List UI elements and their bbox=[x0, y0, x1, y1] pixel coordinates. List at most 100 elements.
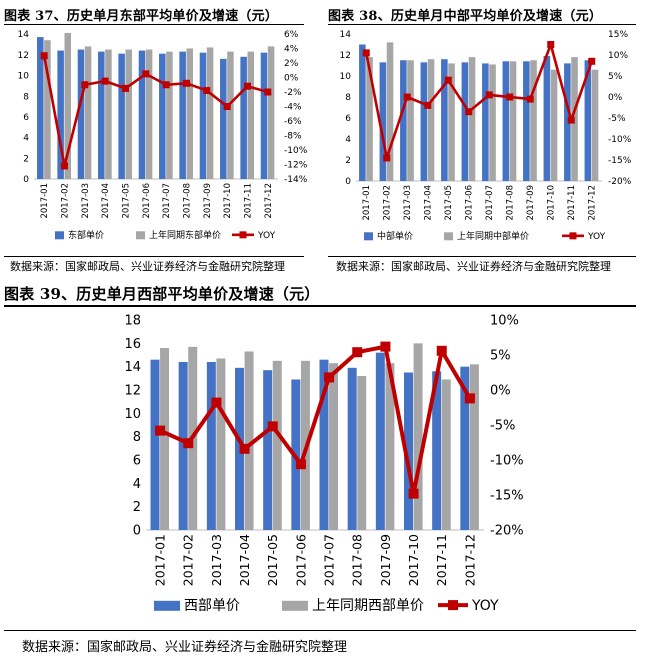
yoy-point bbox=[464, 393, 475, 404]
yoy-point bbox=[264, 88, 272, 96]
bar-current bbox=[404, 372, 413, 530]
x-tick-label: 2017-03 bbox=[209, 534, 224, 586]
bar-prev-year bbox=[489, 64, 496, 181]
figure-38-source-rule bbox=[328, 256, 636, 257]
x-tick-label: 2017-05 bbox=[265, 534, 280, 586]
bar-prev-year bbox=[244, 351, 254, 530]
legend-label: 上年同期东部单价 bbox=[149, 229, 221, 241]
x-tick-label: 2017-07 bbox=[162, 183, 172, 219]
figure-39-source: 数据来源：国家邮政局、兴业证券经济与金融研究院整理 bbox=[22, 640, 348, 655]
bar-prev-year bbox=[206, 47, 214, 180]
bar-prev-year bbox=[160, 348, 170, 530]
yoy-line bbox=[364, 43, 593, 160]
bar-prev-year bbox=[591, 69, 599, 181]
y-tick-label: 6 bbox=[345, 114, 351, 124]
figure-38-title-rule bbox=[328, 24, 636, 25]
y2-tick-label: -8% bbox=[284, 132, 302, 142]
yoy-point bbox=[122, 84, 129, 92]
bar-prev-year bbox=[125, 49, 133, 179]
bar-current bbox=[379, 62, 387, 181]
bar-current bbox=[584, 60, 592, 181]
legend-marker bbox=[239, 231, 247, 239]
yoy-point bbox=[203, 87, 211, 95]
yoy-point bbox=[383, 154, 391, 162]
bar-current bbox=[263, 370, 273, 530]
y2-tick-label: -5% bbox=[490, 419, 515, 434]
legend-swatch bbox=[136, 231, 145, 240]
legend-marker bbox=[569, 232, 577, 240]
bar-current bbox=[564, 63, 571, 181]
x-tick-label: 2017-10 bbox=[547, 185, 557, 221]
bar-prev-year bbox=[385, 363, 395, 530]
y2-tick-label: 0% bbox=[608, 93, 623, 103]
y-tick-label: 2 bbox=[23, 154, 29, 164]
yoy-point bbox=[506, 93, 514, 101]
x-tick-label: 2017-04 bbox=[101, 183, 111, 219]
yoy-point bbox=[485, 91, 493, 99]
bar-current bbox=[375, 352, 385, 530]
bar-prev-year bbox=[550, 69, 558, 181]
x-tick-label: 2017-03 bbox=[81, 183, 91, 219]
legend-swatch bbox=[444, 232, 453, 241]
yoy-point bbox=[526, 95, 534, 103]
yoy-point bbox=[183, 79, 190, 87]
y2-tick-label: -20% bbox=[490, 524, 524, 539]
figure-37-title: 图表 37、历史单月东部平均单价及增速（元） bbox=[4, 9, 279, 24]
x-tick-label: 2017-11 bbox=[434, 534, 449, 586]
yoy-point bbox=[183, 438, 194, 449]
x-tick-label: 2017-06 bbox=[142, 183, 152, 219]
yoy-point bbox=[444, 76, 452, 84]
bar-current bbox=[138, 50, 146, 179]
figure-38-source: 数据来源：国家邮政局、兴业证券经济与金融研究院整理 bbox=[336, 260, 611, 273]
x-tick-label: 2017-06 bbox=[465, 185, 475, 221]
y-tick-label: 0 bbox=[133, 524, 141, 539]
yoy-point bbox=[295, 459, 306, 470]
yoy-point bbox=[40, 52, 48, 60]
bar-current bbox=[57, 50, 64, 179]
yoy-point bbox=[408, 488, 419, 499]
bar-current bbox=[502, 61, 510, 181]
yoy-point bbox=[223, 103, 231, 110]
y2-tick-label: 0% bbox=[490, 384, 511, 399]
yoy-point bbox=[352, 347, 363, 358]
legend-label: 中部单价 bbox=[377, 230, 413, 242]
x-tick-label: 2017-08 bbox=[506, 185, 516, 221]
bar-prev-year bbox=[509, 61, 517, 181]
x-tick-label: 2017-05 bbox=[121, 183, 131, 219]
bar-current bbox=[77, 49, 85, 179]
bar-prev-year bbox=[386, 42, 394, 182]
bar-prev-year bbox=[105, 49, 112, 179]
x-tick-label: 2017-08 bbox=[182, 183, 192, 219]
yoy-point bbox=[142, 70, 150, 78]
bar-current bbox=[543, 56, 551, 181]
bar-prev-year bbox=[448, 63, 455, 181]
bar-prev-year bbox=[64, 32, 72, 180]
bar-prev-year bbox=[366, 57, 373, 181]
x-tick-label: 2017-09 bbox=[378, 534, 393, 586]
y2-tick-label: -4% bbox=[284, 103, 302, 113]
bar-current bbox=[118, 53, 125, 179]
yoy-point bbox=[547, 41, 555, 48]
bar-current bbox=[523, 61, 530, 181]
x-tick-label: 2017-04 bbox=[424, 185, 434, 221]
figure-39-title-rule bbox=[4, 305, 636, 307]
y-tick-label: 6 bbox=[23, 113, 29, 123]
bar-prev-year bbox=[186, 48, 194, 179]
y2-tick-label: -10% bbox=[284, 146, 308, 156]
y-tick-label: 2 bbox=[345, 156, 351, 166]
figure-39-title: 图表 39、历史单月西部平均单价及增速（元） bbox=[4, 285, 320, 303]
y2-tick-label: 6% bbox=[284, 30, 299, 40]
figure-39-source-rule bbox=[4, 630, 636, 631]
y-tick-label: 12 bbox=[124, 384, 141, 399]
y2-tick-label: -14% bbox=[284, 175, 308, 185]
x-tick-label: 2017-08 bbox=[350, 534, 365, 586]
y-tick-label: 8 bbox=[23, 92, 29, 102]
y-tick-label: 12 bbox=[340, 51, 351, 61]
yoy-point bbox=[588, 57, 596, 65]
legend-label: YOY bbox=[471, 598, 499, 614]
x-tick-label: 2017-12 bbox=[462, 534, 477, 586]
yoy-point bbox=[465, 108, 473, 116]
bar-prev-year bbox=[247, 51, 255, 179]
yoy-point bbox=[567, 116, 575, 124]
legend-label: 东部单价 bbox=[68, 229, 104, 241]
